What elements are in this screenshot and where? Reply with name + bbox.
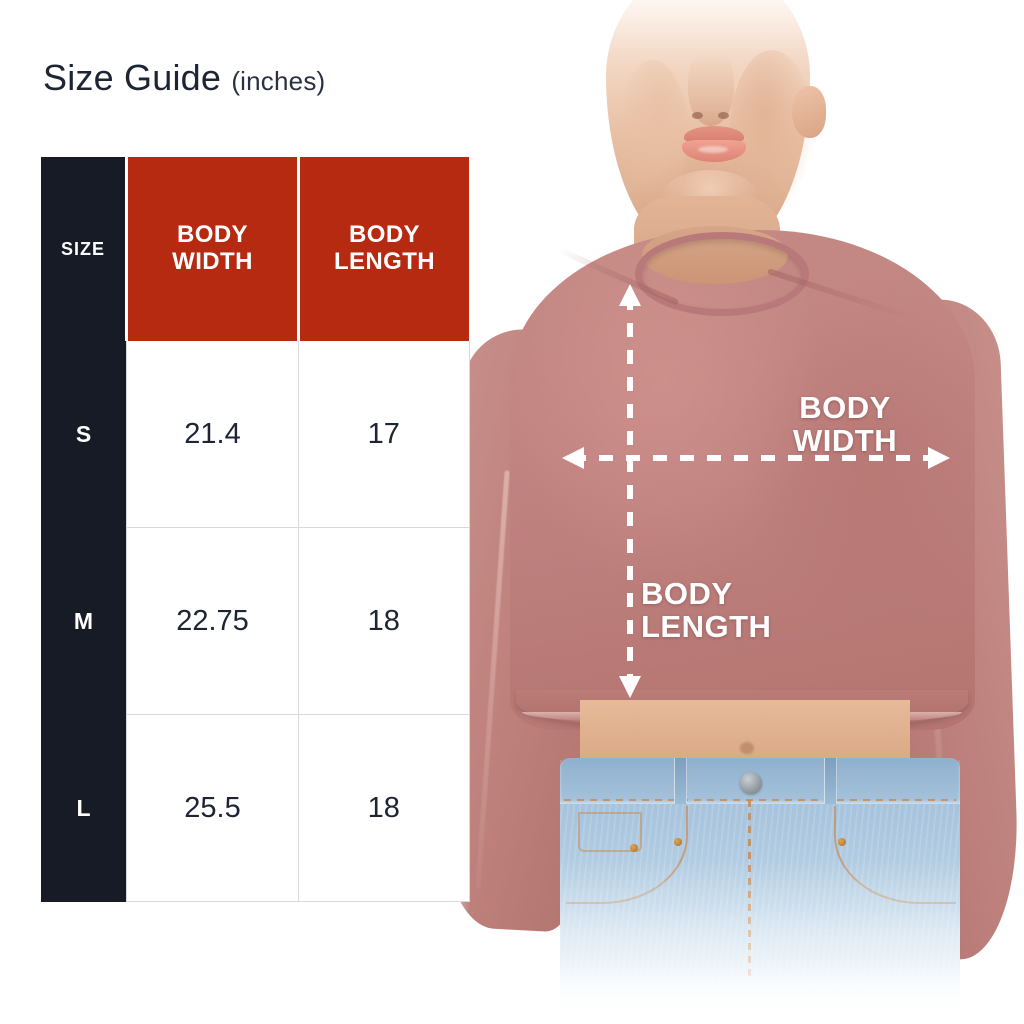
coin-pocket — [578, 812, 642, 852]
rivet-three — [630, 844, 638, 852]
navel — [740, 742, 754, 754]
table-row: S 21.4 17 — [41, 341, 470, 528]
nostril-right — [718, 112, 729, 119]
table-row: M 22.75 18 — [41, 527, 470, 715]
column-header-body-length: BODY LENGTH — [297, 157, 469, 341]
photo-bottom-fade — [430, 964, 1024, 1024]
size-table: SIZE BODY WIDTH BODY LENGTH S 21.4 17 M … — [41, 157, 470, 902]
column-header-body-width-line1: BODY — [177, 221, 248, 249]
neckline-ribbing — [635, 232, 809, 316]
size-guide-heading-block: Size Guide (inches) — [41, 57, 465, 99]
page-title-main: Size Guide — [43, 57, 222, 98]
row-body-width-value: 21.4 — [126, 341, 299, 528]
page-title-unit: (inches) — [231, 66, 326, 96]
column-header-body-width-line2: WIDTH — [172, 248, 253, 275]
body-width-annotation-line2: WIDTH — [793, 422, 898, 458]
row-body-width-value: 22.75 — [126, 527, 299, 715]
row-body-length-value: 18 — [298, 714, 470, 902]
body-width-annotation-line1: BODY — [799, 390, 891, 425]
belt-loop-left — [674, 758, 687, 804]
jeans-button — [740, 772, 762, 794]
ear-right — [792, 86, 826, 138]
lip-highlight — [698, 146, 728, 153]
upper-lip — [684, 126, 744, 143]
waistband-stitching — [564, 799, 956, 801]
column-header-size: SIZE — [41, 157, 127, 341]
row-size-label: L — [41, 714, 127, 902]
size-table-body: S 21.4 17 M 22.75 18 L 25.5 18 — [41, 341, 470, 902]
body-width-annotation: BODY WIDTH — [793, 390, 898, 458]
table-header-row: SIZE BODY WIDTH BODY LENGTH — [41, 157, 469, 341]
model-photo — [430, 0, 1024, 1024]
table-row: L 25.5 18 — [41, 714, 470, 902]
page-title: Size Guide (inches) — [43, 57, 465, 99]
row-size-label: M — [41, 527, 127, 715]
size-table-head: SIZE BODY WIDTH BODY LENGTH — [41, 157, 469, 341]
row-size-label: S — [41, 341, 127, 528]
row-body-length-value: 17 — [298, 341, 470, 528]
rivet-two — [838, 838, 846, 846]
row-body-width-value: 25.5 — [126, 714, 299, 902]
column-header-body-length-line1: BODY — [349, 221, 420, 249]
nostril-left — [692, 112, 703, 119]
belt-loop-right — [824, 758, 837, 804]
column-header-body-width: BODY WIDTH — [125, 157, 299, 341]
body-length-annotation-line2: LENGTH — [641, 608, 772, 644]
rivet-one — [674, 838, 682, 846]
body-length-annotation-line1: BODY — [641, 576, 733, 611]
lower-lip — [682, 140, 746, 162]
column-header-body-length-line2: LENGTH — [333, 248, 436, 275]
row-body-length-value: 18 — [298, 527, 470, 715]
body-length-annotation: BODY LENGTH — [641, 576, 772, 644]
